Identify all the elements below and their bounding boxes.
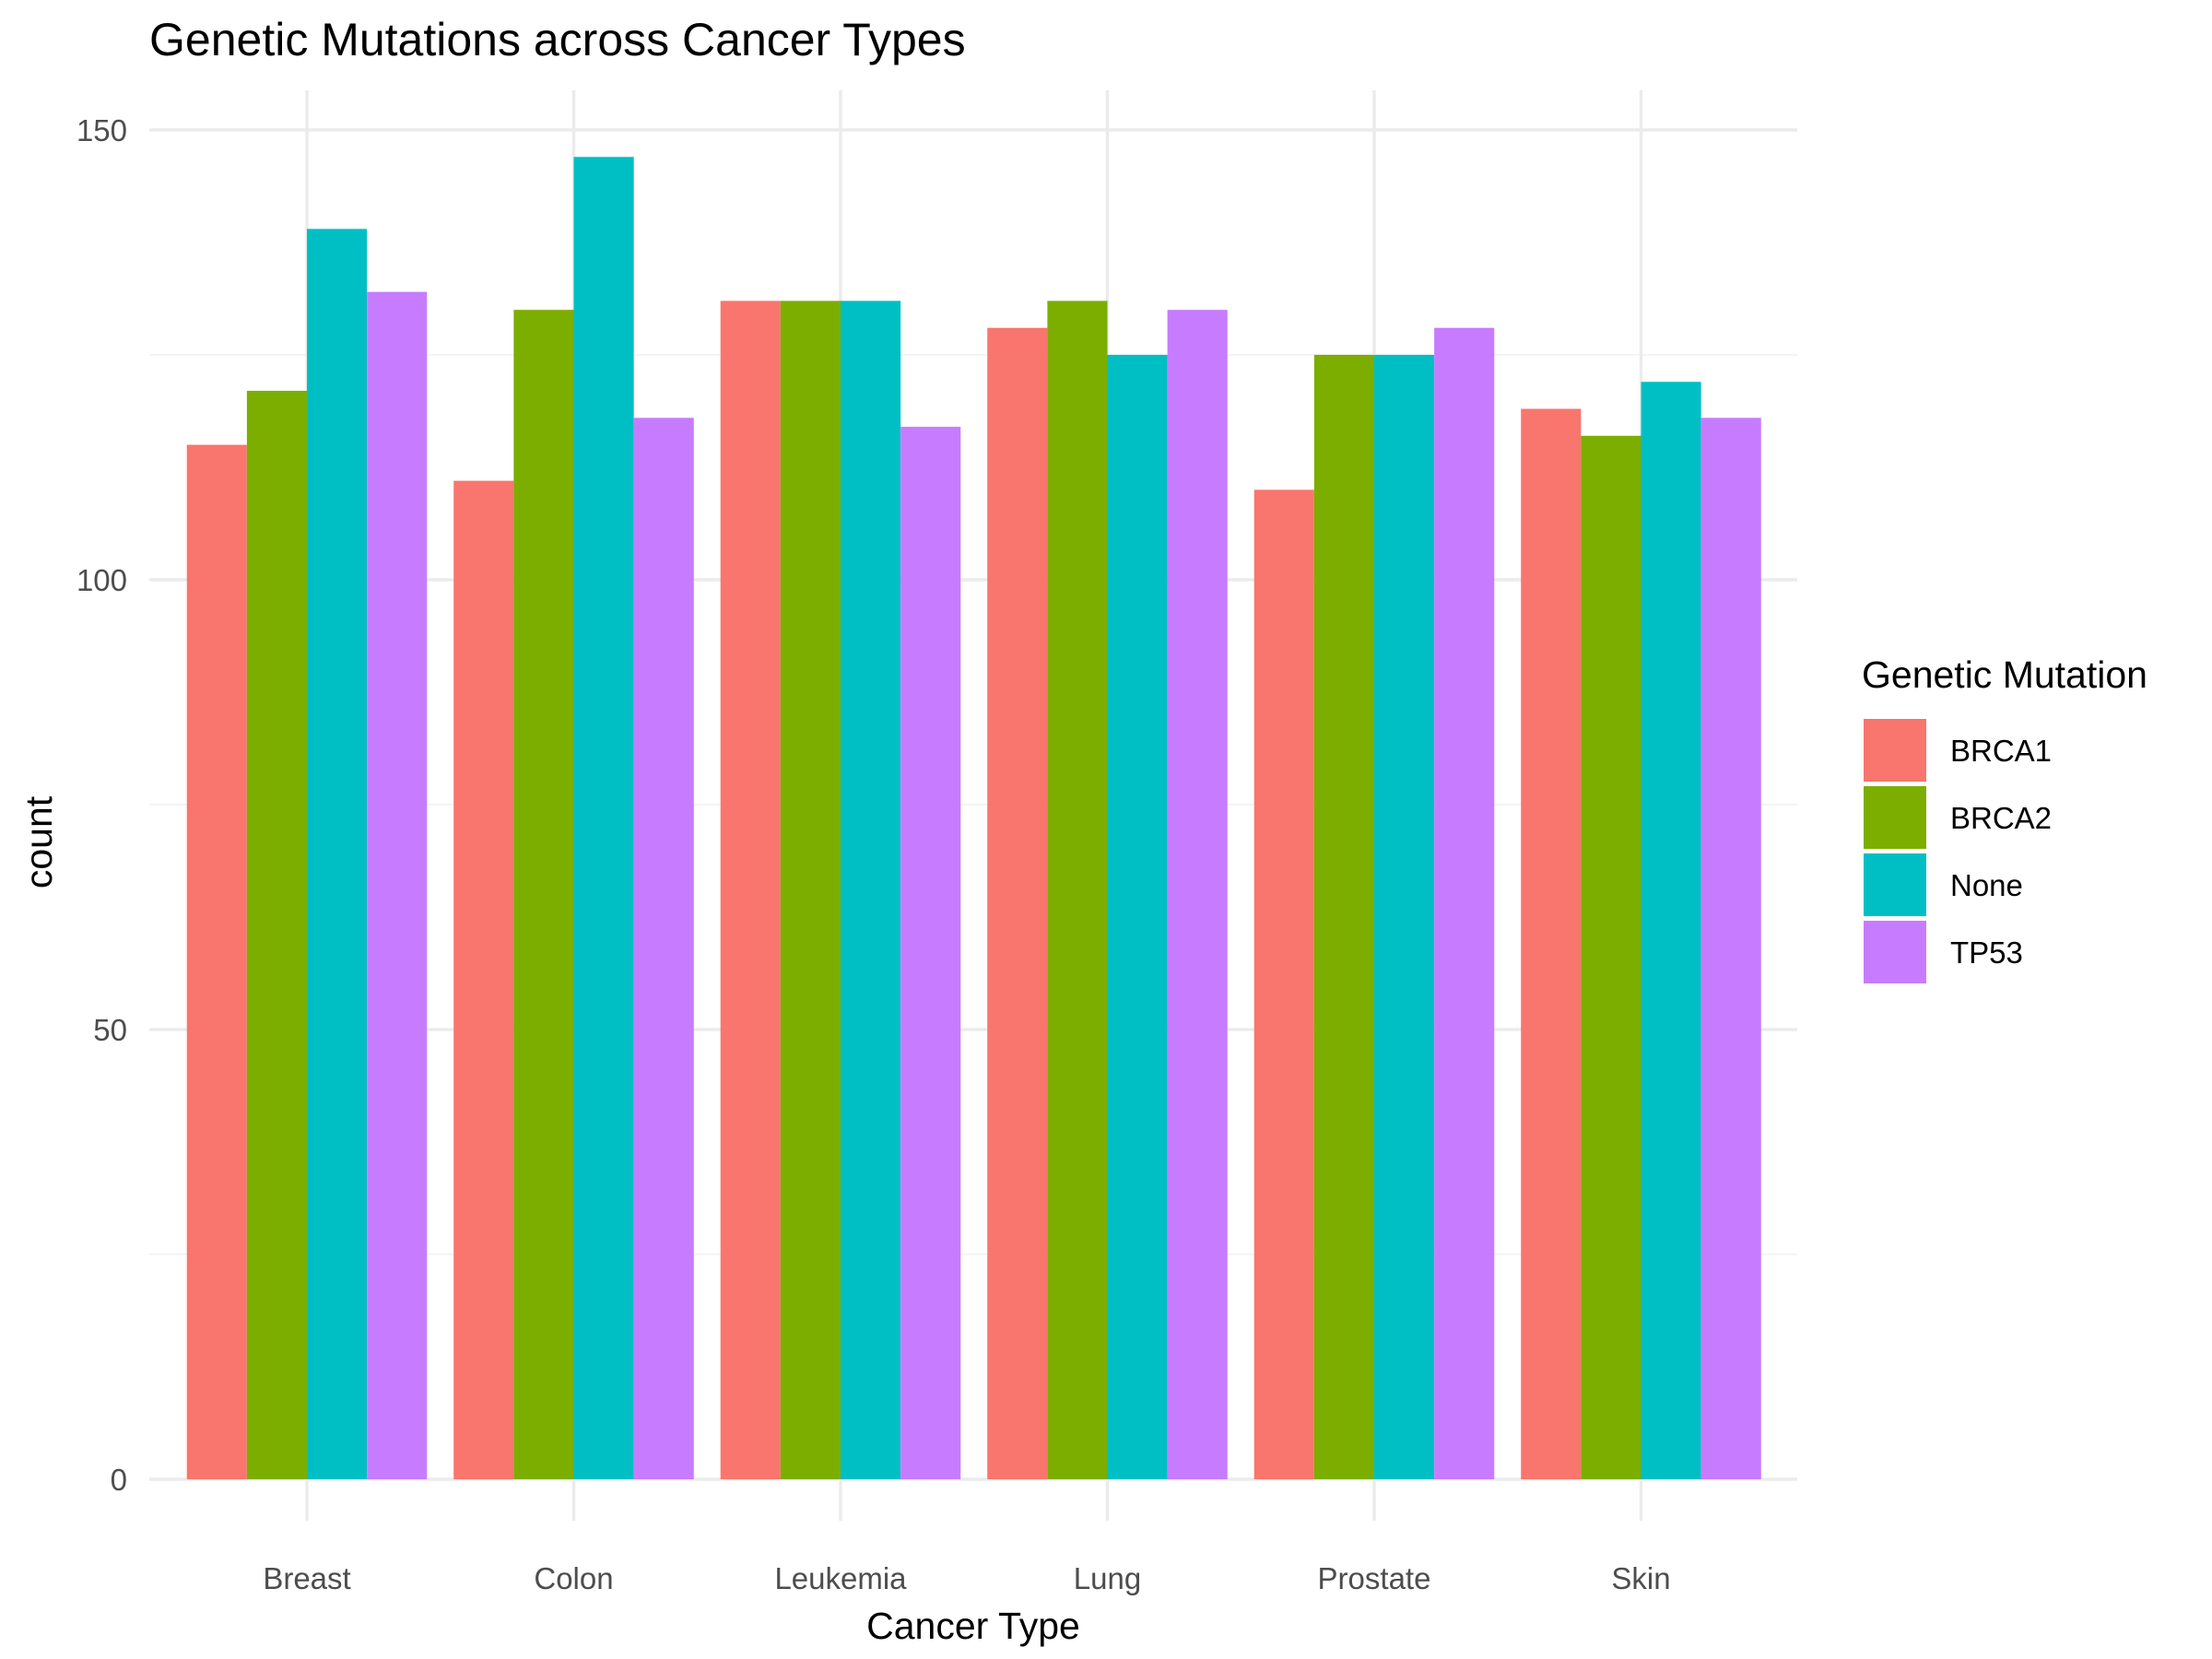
legend: Genetic Mutation BRCA1 BRCA2 None TP53 (1862, 653, 2147, 983)
legend-key-brca1 (1864, 719, 1926, 782)
x-tick-label: Prostate (1318, 1561, 1431, 1595)
y-axis-ticks: 0 50 100 150 (76, 113, 127, 1497)
bar-colon-brca2 (513, 310, 574, 1480)
bar-breast-brca2 (246, 391, 307, 1479)
bar-colon-brca1 (453, 480, 514, 1479)
y-tick-label: 150 (76, 113, 127, 147)
legend-label: TP53 (1950, 935, 2023, 970)
bar-prostate-brca1 (1253, 489, 1314, 1479)
x-tick-label: Colon (534, 1561, 613, 1595)
y-axis-title: count (18, 795, 60, 888)
bars (186, 157, 1761, 1480)
x-axis-title: Cancer Type (866, 1605, 1080, 1647)
bar-lung-brca2 (1047, 300, 1108, 1480)
bar-prostate-brca2 (1313, 355, 1374, 1479)
bar-breast-tp53 (367, 291, 428, 1480)
bar-breast-none (307, 229, 368, 1480)
bar-lung-none (1107, 355, 1168, 1479)
bar-skin-tp53 (1700, 418, 1761, 1479)
legend-key-none (1864, 853, 1926, 916)
x-tick-label: Leukemia (774, 1561, 907, 1595)
y-tick-label: 50 (93, 1013, 127, 1047)
bar-colon-none (573, 157, 634, 1479)
legend-label: None (1950, 868, 2023, 902)
bar-skin-brca1 (1521, 408, 1582, 1479)
legend-key-tp53 (1864, 921, 1926, 983)
bar-lung-brca1 (987, 327, 1048, 1480)
y-tick-label: 100 (76, 563, 127, 597)
bar-leukemia-none (841, 300, 901, 1480)
bar-prostate-none (1374, 355, 1435, 1479)
bar-colon-tp53 (633, 418, 694, 1479)
x-tick-label: Lung (1074, 1561, 1141, 1595)
legend-title: Genetic Mutation (1862, 653, 2147, 696)
bar-leukemia-brca1 (720, 300, 781, 1480)
x-tick-label: Breast (263, 1561, 350, 1595)
bar-skin-none (1641, 382, 1701, 1479)
chart-title: Genetic Mutations across Cancer Types (149, 14, 966, 65)
legend-key-brca2 (1864, 786, 1926, 849)
bar-lung-tp53 (1167, 310, 1228, 1480)
bar-leukemia-brca2 (780, 300, 841, 1480)
x-tick-label: Skin (1611, 1561, 1670, 1595)
bar-skin-brca2 (1581, 435, 1641, 1480)
y-tick-label: 0 (111, 1463, 127, 1497)
legend-label: BRCA1 (1950, 734, 2052, 768)
legend-label: BRCA2 (1950, 801, 2052, 835)
x-axis-ticks: Breast Colon Leukemia Lung Prostate Skin (263, 1561, 1670, 1595)
bar-breast-brca1 (186, 444, 247, 1480)
bar-leukemia-tp53 (900, 427, 961, 1480)
bar-prostate-tp53 (1434, 327, 1495, 1480)
